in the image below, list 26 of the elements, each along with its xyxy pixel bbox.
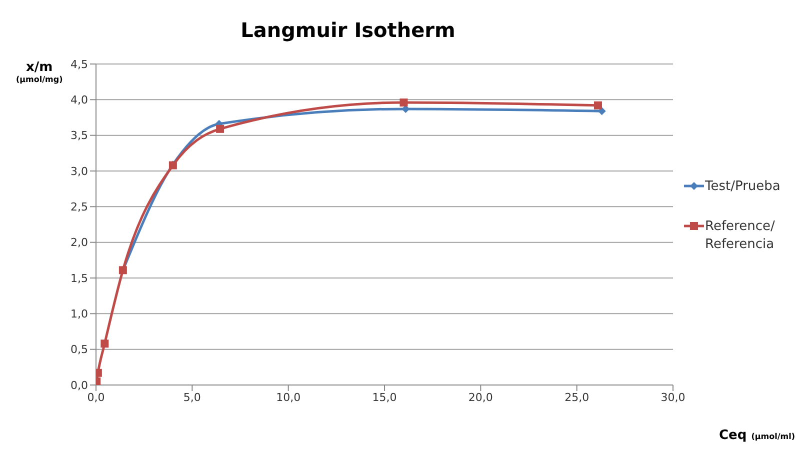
- point: [216, 124, 224, 133]
- y-tick-label: 4,5: [70, 58, 88, 71]
- legend-label: Reference/Referencia: [705, 218, 776, 254]
- x-tick-label: 15,0: [372, 390, 397, 404]
- y-tick-label: 3,0: [70, 164, 88, 178]
- chart-title: Langmuir Isotherm: [240, 18, 456, 42]
- legend-label: Test/Prueba: [705, 178, 780, 196]
- x-tick-label: 0,0: [87, 390, 105, 404]
- x-tick-label: 30,0: [660, 390, 686, 404]
- x-tick-label: 20,0: [468, 390, 493, 404]
- x-axis-title: Ceq (µmol/ml): [719, 428, 795, 443]
- y-tick-label: 0,5: [70, 343, 88, 356]
- y-tick-label: 0,0: [70, 378, 88, 392]
- y-axis-title: x/m (µmol/mg): [16, 60, 63, 84]
- point: [100, 340, 109, 348]
- y-tick-label: 2,0: [70, 236, 88, 250]
- point: [594, 101, 602, 110]
- y-tick-label: 3,5: [70, 129, 88, 142]
- x-tick-label: 5,0: [183, 390, 201, 404]
- y-tick-label: 2,5: [70, 200, 88, 214]
- point: [400, 98, 408, 107]
- y-tick-label: 4,0: [70, 94, 88, 107]
- x-tick-label: 25,0: [564, 390, 590, 404]
- y-tick-label: 1,5: [70, 272, 88, 285]
- x-tick-label: 10,0: [276, 390, 301, 404]
- y-tick-label: 1,0: [70, 308, 88, 321]
